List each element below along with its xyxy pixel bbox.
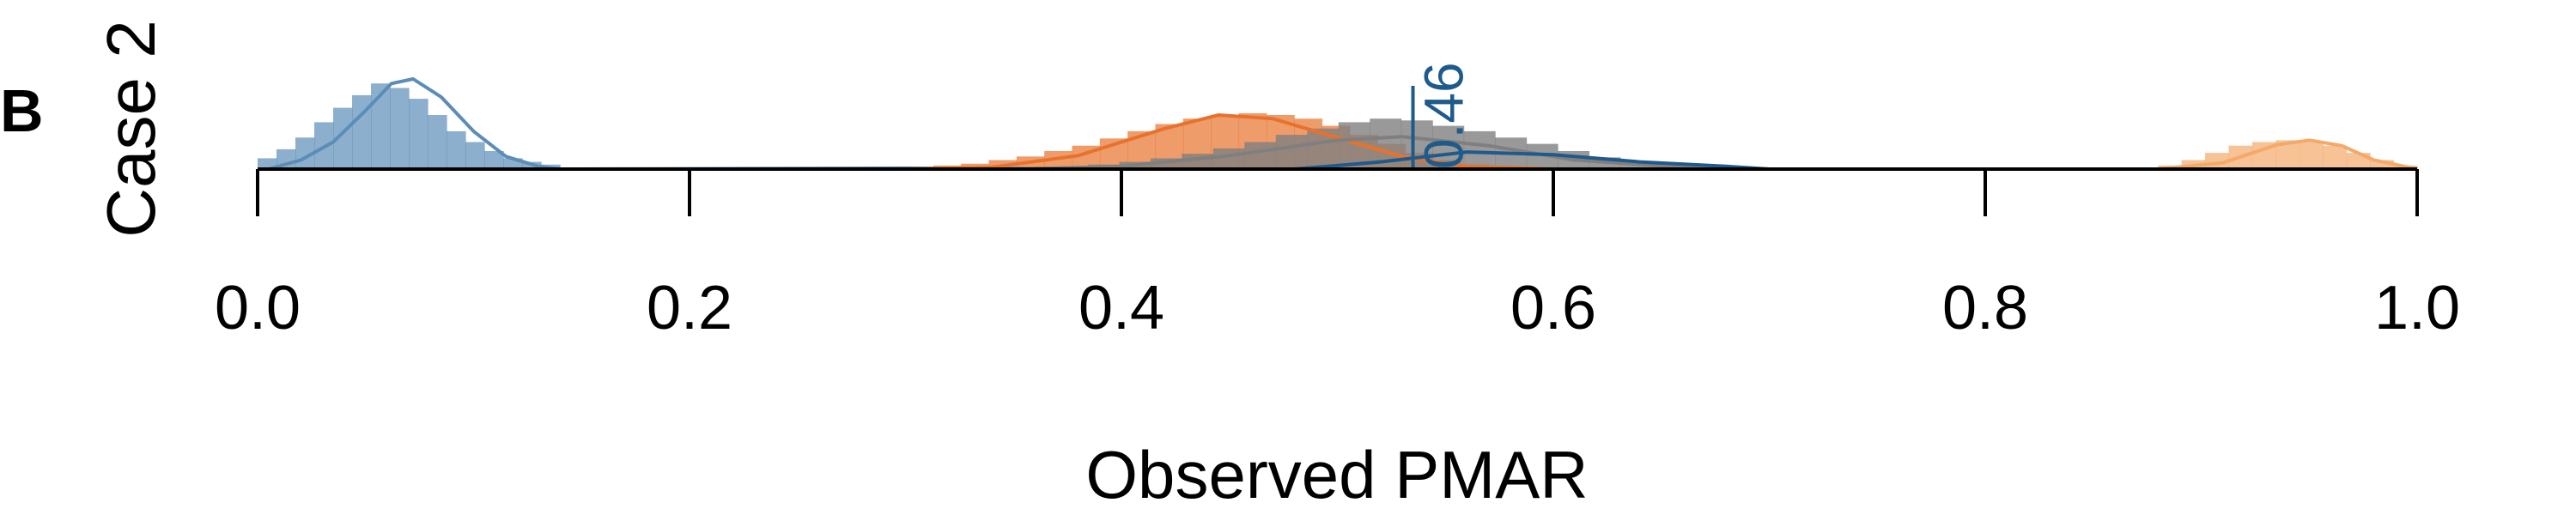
row-label: Case 2 (93, 20, 169, 237)
x-tick-label: 0.8 (1942, 274, 2028, 342)
density-curve (268, 77, 561, 171)
histogram-bar (371, 83, 391, 169)
histogram-bar (447, 130, 466, 169)
histogram-bar (1275, 135, 1308, 169)
histogram-bar (428, 115, 447, 169)
panel-label: B (0, 77, 44, 144)
histogram-bar (484, 151, 504, 169)
x-axis-ticks: 0.0 0.2 0.4 0.6 0.8 1.0 (215, 169, 2460, 342)
density-curve (1294, 150, 1770, 171)
histogram-bar (465, 142, 485, 169)
histogram-bar (1244, 142, 1277, 169)
x-tick-label: 1.0 (2374, 274, 2460, 342)
plot-area: 0.46 (258, 62, 2418, 171)
histogram-bar (333, 107, 353, 169)
x-tick-label: 0.6 (1510, 274, 1596, 342)
histogram-bar (352, 94, 372, 169)
density-curve (1013, 135, 1770, 171)
histogram-bar (1463, 130, 1496, 169)
x-tick-label: 0.0 (215, 274, 301, 342)
x-tick-label: 0.4 (1078, 274, 1164, 342)
histogram-bar (2299, 142, 2324, 169)
histogram-bar (409, 99, 428, 169)
histogram-bar (2370, 160, 2395, 169)
histogram-bar (1044, 151, 1073, 169)
density-curve (905, 113, 1554, 171)
x-tick-label: 0.2 (647, 274, 732, 342)
x-axis-label: Observed PMAR (1085, 437, 1588, 512)
density-curve (2158, 138, 2418, 171)
histogram-bar (390, 88, 410, 169)
histogram-bar (1212, 148, 1245, 169)
histogram-bar (2323, 145, 2348, 169)
observed-marker-label: 0.46 (1413, 62, 1475, 169)
